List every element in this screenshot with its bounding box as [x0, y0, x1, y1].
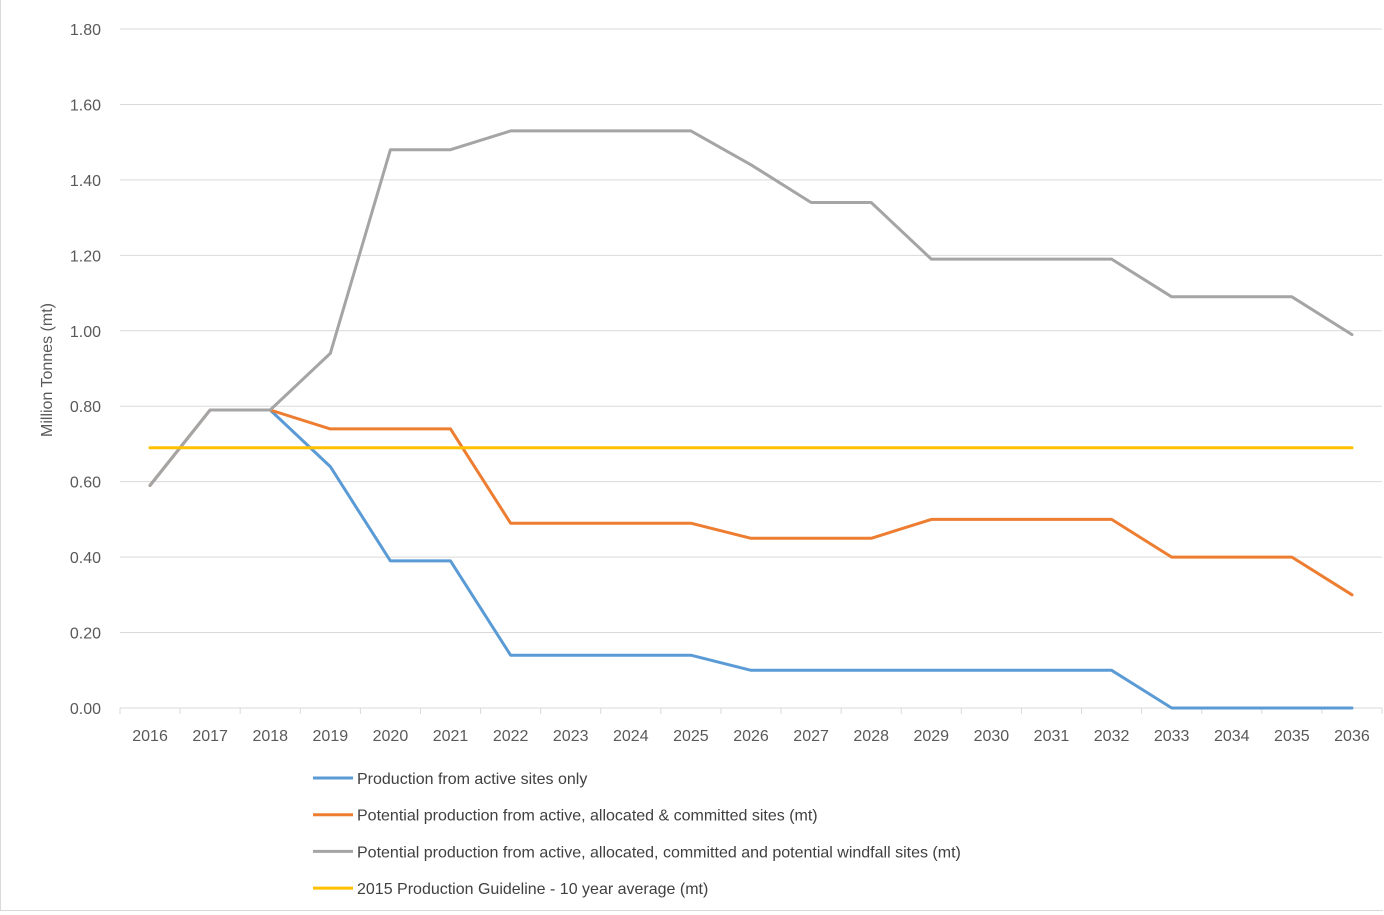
legend-label: Potential production from active, alloca…: [357, 844, 961, 861]
legend-item: Potential production from active, alloca…: [313, 808, 818, 825]
legend-label: Production from active sites only: [357, 771, 587, 788]
series-line-3: [148, 129, 1354, 487]
x-tick-label: 2021: [433, 728, 469, 745]
gridlines: [120, 28, 1382, 634]
x-tick-label: 2036: [1334, 728, 1370, 745]
legend-label: Potential production from active, alloca…: [357, 808, 818, 825]
x-tick-label: 2028: [853, 728, 889, 745]
legend-item: 2015 Production Guideline - 10 year aver…: [313, 881, 708, 898]
x-tick-label: 2024: [613, 728, 649, 745]
y-tick-label: 0.80: [70, 399, 101, 416]
y-axis-label: Million Tonnes (mt): [39, 303, 56, 437]
x-tick-label: 2017: [192, 728, 228, 745]
y-tick-label: 1.80: [70, 22, 101, 39]
y-tick-label: 1.20: [70, 248, 101, 265]
x-tick-label: 2023: [553, 728, 589, 745]
x-tick-label: 2018: [252, 728, 288, 745]
x-tick-label: 2022: [493, 728, 529, 745]
y-tick-label: 1.00: [70, 324, 101, 341]
x-tick-label: 2031: [1034, 728, 1070, 745]
y-tick-label: 0.60: [70, 475, 101, 492]
series-line-1: [148, 408, 1354, 710]
y-tick-label: 0.40: [70, 550, 101, 567]
x-tick-label: 2033: [1154, 728, 1190, 745]
x-tick-label: 2032: [1094, 728, 1130, 745]
legend: Production from active sites only Potenti…: [313, 771, 961, 898]
legend-item: Production from active sites only: [313, 771, 587, 788]
y-tick-label: 0.00: [70, 701, 101, 718]
series-lines: [148, 129, 1354, 710]
x-tick-label: 2034: [1214, 728, 1250, 745]
y-tick-label: 1.60: [70, 97, 101, 114]
series-line-2: [148, 408, 1354, 597]
y-tick-label: 0.20: [70, 626, 101, 643]
x-tick-label: 2019: [313, 728, 349, 745]
x-tick-label: 2020: [373, 728, 409, 745]
x-tick-label: 2026: [733, 728, 769, 745]
x-tick-label: 2025: [673, 728, 709, 745]
x-tick-label: 2016: [132, 728, 168, 745]
x-tick-label: 2027: [793, 728, 829, 745]
axes: 0.00 0.20 0.40 0.60 0.80 1.00 1.20 1.40 1.60 1.80…: [70, 22, 1383, 745]
y-tick-label: 1.40: [70, 173, 101, 190]
x-tick-label: 2030: [974, 728, 1010, 745]
x-tick-label: 2029: [913, 728, 949, 745]
legend-item: Potential production from active, alloca…: [313, 844, 961, 861]
x-tick-label: 2035: [1274, 728, 1310, 745]
legend-label: 2015 Production Guideline - 10 year aver…: [357, 881, 708, 898]
